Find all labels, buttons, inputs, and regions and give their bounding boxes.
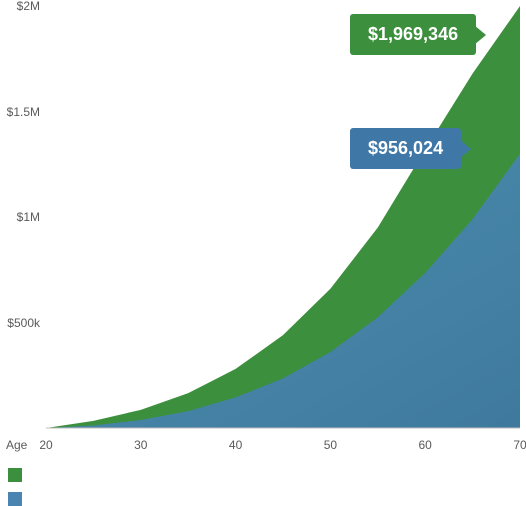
callout-lower: $956,024 xyxy=(350,128,461,169)
legend-item-2 xyxy=(8,492,30,506)
x-tick-50: 50 xyxy=(324,438,337,452)
x-tick-70: 70 xyxy=(513,438,526,452)
y-tick-1m: $1M xyxy=(0,210,40,224)
x-tick-40: 40 xyxy=(229,438,242,452)
legend-item-1 xyxy=(8,468,30,482)
callout-lower-value: $956,024 xyxy=(368,138,443,158)
legend-swatch-blue xyxy=(8,492,22,506)
investment-growth-chart: $2M $1.5M $1M $500k Age 20 30 40 50 60 7… xyxy=(0,0,526,506)
callout-upper: $1,969,346 xyxy=(350,14,476,55)
callout-arrow-icon xyxy=(474,25,486,45)
callout-upper-value: $1,969,346 xyxy=(368,24,458,44)
y-tick-500k: $500k xyxy=(0,316,40,330)
legend-swatch-green xyxy=(8,468,22,482)
x-axis-label: Age xyxy=(6,438,27,452)
callout-arrow-icon xyxy=(459,139,471,159)
x-tick-20: 20 xyxy=(39,438,52,452)
x-tick-60: 60 xyxy=(419,438,432,452)
y-tick-2m: $2M xyxy=(0,0,40,13)
y-tick-1-5m: $1.5M xyxy=(0,105,40,119)
x-tick-30: 30 xyxy=(134,438,147,452)
area-plot xyxy=(0,0,526,506)
